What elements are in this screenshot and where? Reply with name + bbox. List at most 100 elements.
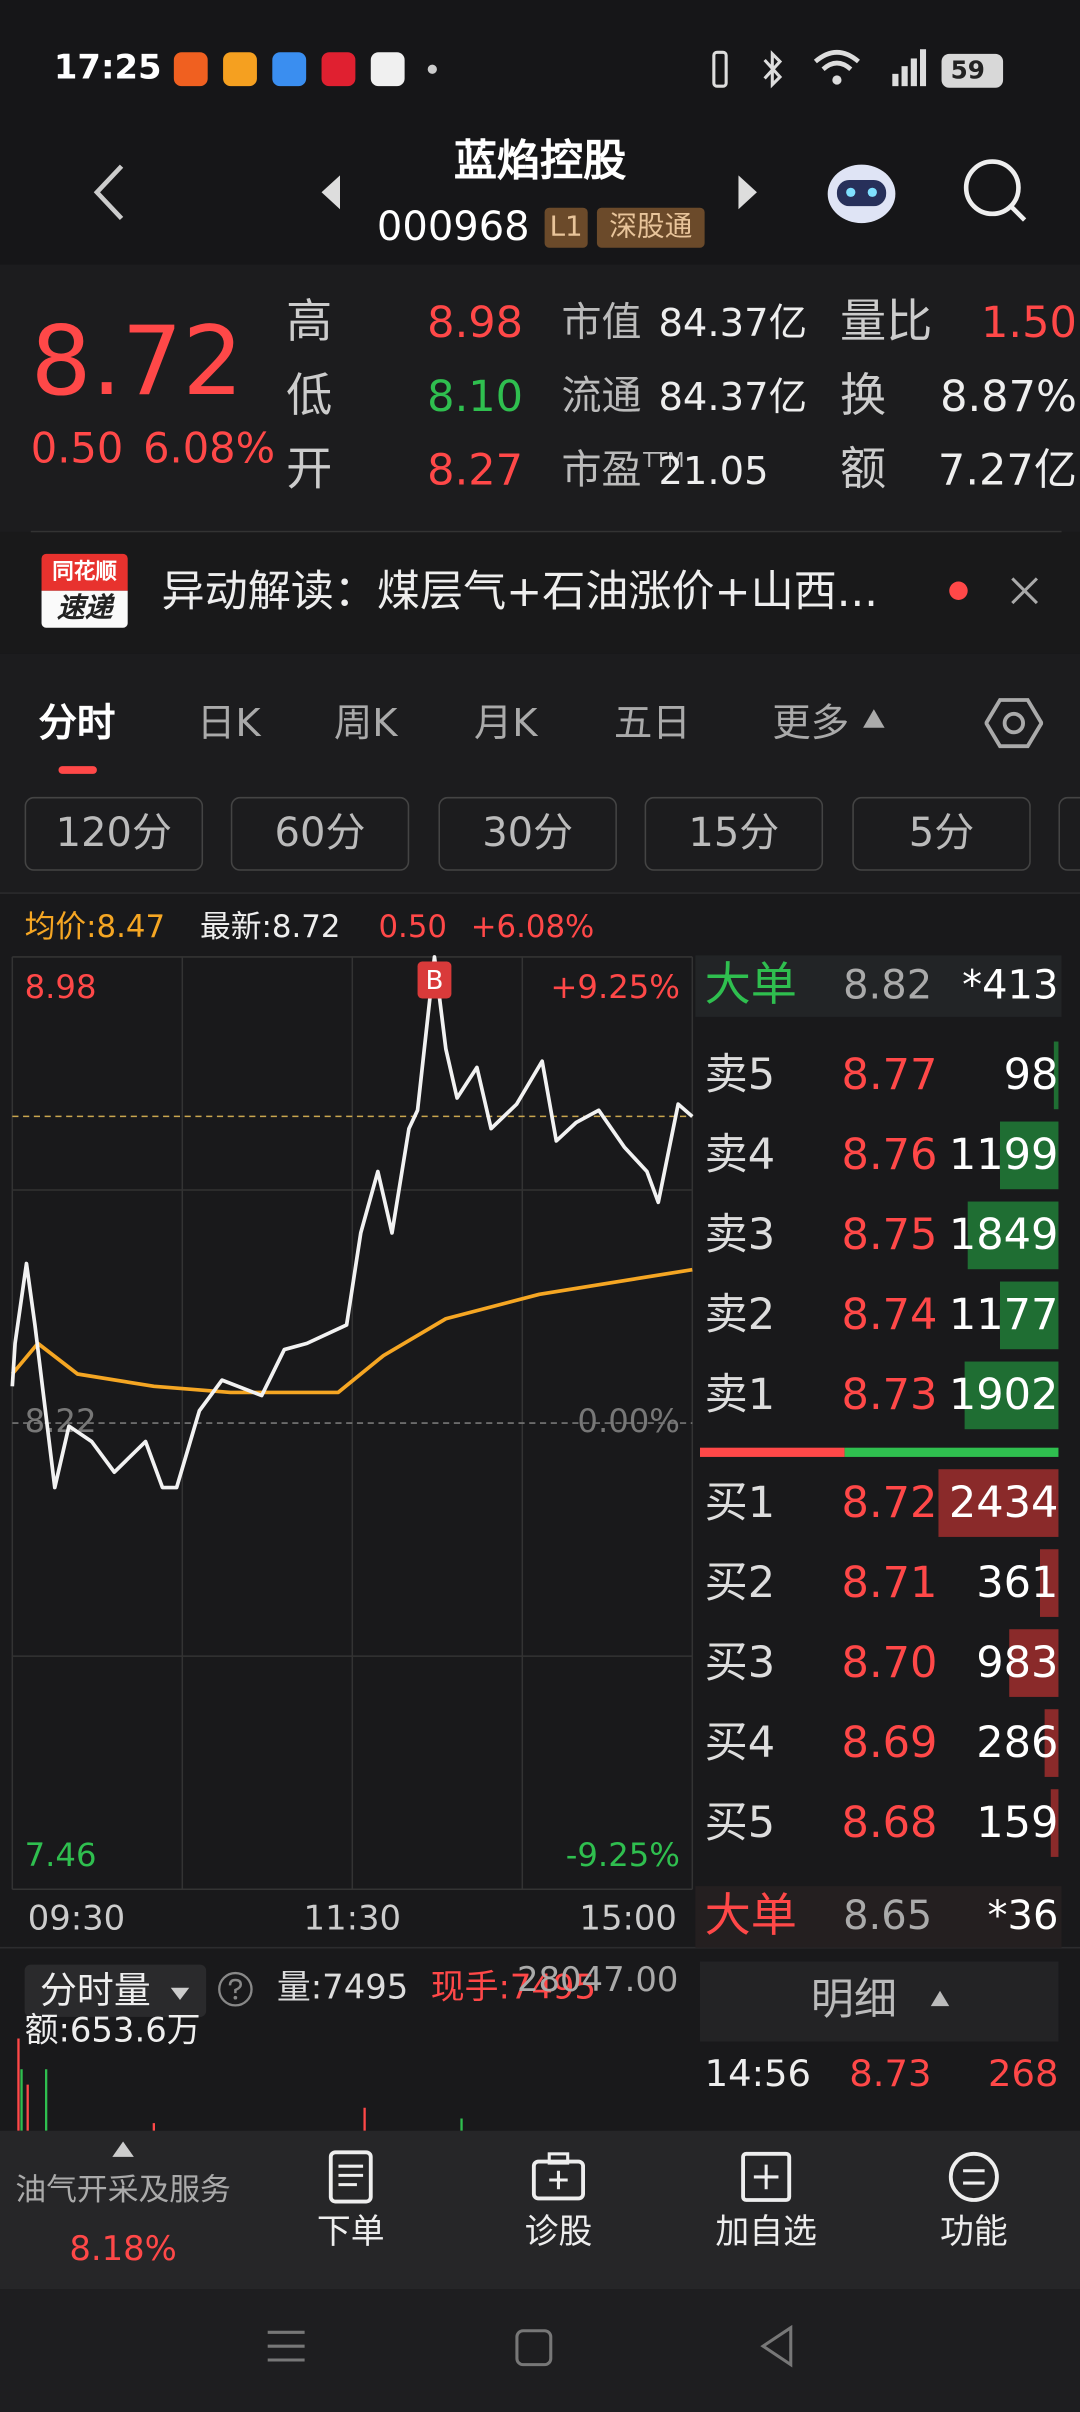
chart-tab[interactable]: 周K [333, 700, 398, 746]
depth-bar [964, 1361, 1059, 1430]
status-time: 17:25 [53, 49, 162, 88]
period-label: 15分 [688, 810, 780, 857]
period-button[interactable] [230, 796, 410, 871]
book-price: 8.69 [841, 1716, 938, 1768]
volume-axis-max: 28047.00 [516, 1961, 679, 2001]
icon-part [863, 709, 885, 728]
nav-menu-button[interactable] [265, 2326, 308, 2366]
icon-part [515, 2329, 553, 2367]
big-order-bg [695, 955, 1062, 1017]
settings-button[interactable] [983, 695, 1044, 750]
help-button[interactable] [217, 1971, 254, 2008]
action-icon[interactable] [946, 2149, 1001, 2204]
icon-part [827, 164, 896, 224]
icon-part [712, 50, 728, 88]
action-label[interactable]: 功能 [939, 2213, 1008, 2253]
icon-part [760, 2324, 793, 2368]
book-volume: 159 [976, 1796, 1059, 1848]
icon-part [892, 73, 899, 87]
big-order-bg [695, 1886, 1062, 1948]
icon-part [763, 50, 783, 89]
icon-part [983, 698, 1044, 749]
search-button[interactable] [957, 154, 1034, 231]
news-logo-bottom[interactable] [41, 590, 128, 628]
action-icon[interactable] [738, 2149, 793, 2204]
big-order-volume: *413 [962, 963, 1059, 1010]
sector-expand-arrow[interactable] [111, 2138, 136, 2157]
book-price: 8.73 [841, 1369, 938, 1421]
volume-selector-arrow [169, 1982, 191, 2001]
prev-stock-button[interactable] [315, 172, 346, 212]
app-notification-icon [321, 52, 356, 87]
divider [30, 530, 1062, 533]
back-button[interactable] [85, 154, 137, 231]
news-text[interactable]: 异动解读：煤层气+石油涨价+山西... [161, 566, 878, 617]
assistant-button[interactable] [822, 154, 902, 231]
action-label[interactable]: 加自选 [715, 2213, 817, 2253]
icon-part [948, 2151, 999, 2202]
period-button[interactable] [438, 796, 617, 871]
icon-part [836, 180, 887, 207]
app-notification-icon [173, 52, 208, 87]
action-label[interactable]: 下单 [316, 2213, 385, 2253]
big-order-price: 8.82 [843, 963, 933, 1010]
action-icon[interactable] [531, 2149, 586, 2204]
chart-tab[interactable]: 五日 [613, 700, 691, 746]
period-button[interactable] [24, 796, 204, 871]
book-label: 买2 [704, 1556, 776, 1608]
icon-part [901, 66, 908, 87]
y-tick-label: 8.22 [25, 1402, 97, 1440]
sector-name[interactable]: 油气开采及服务 [15, 2170, 231, 2208]
book-label: 买4 [704, 1716, 776, 1768]
buy-signal-marker [417, 961, 452, 999]
x-tick-label: 15:00 [579, 1899, 677, 1938]
nav-back-button[interactable] [757, 2324, 797, 2368]
detail-header-bg[interactable] [700, 1961, 1059, 2042]
avg-price-line [10, 1267, 693, 1395]
tab-underline [58, 766, 97, 774]
badge-bg [596, 207, 705, 248]
icon-part [170, 1987, 190, 2001]
news-close-button[interactable] [1006, 572, 1043, 609]
icon-part [1011, 577, 1039, 605]
book-price: 8.76 [841, 1129, 938, 1181]
y-tick-label: 8.98 [25, 968, 97, 1006]
action-icon[interactable] [323, 2149, 378, 2204]
chart-tab[interactable]: 月K [473, 700, 538, 746]
detail-volume: 268 [987, 2052, 1059, 2096]
period-button[interactable] [644, 796, 824, 871]
book-label: 买1 [704, 1476, 776, 1528]
period-button[interactable] [852, 796, 1031, 871]
chart-tab[interactable]: 分时 [38, 700, 116, 746]
stat-value: 8.87% [940, 370, 1077, 422]
news-logo-top[interactable] [41, 553, 128, 591]
chart-tab[interactable]: 日K [196, 700, 261, 746]
info-change: 0.50 [378, 907, 447, 945]
status-dot [427, 64, 437, 74]
icon-part [863, 709, 885, 728]
nav-home-button[interactable] [514, 2328, 554, 2368]
icon-part [983, 698, 1044, 749]
action-label[interactable]: 诊股 [524, 2213, 593, 2253]
icon-part [712, 50, 728, 88]
badge-bg [544, 207, 588, 248]
book-price: 8.75 [841, 1209, 938, 1261]
book-volume: 1199 [948, 1129, 1059, 1181]
battery-body [941, 53, 1004, 88]
next-stock-button[interactable] [732, 172, 763, 212]
period-label: 5分 [908, 810, 975, 857]
detail-time: 14:56 [704, 2052, 812, 2096]
chart-tab[interactable]: 更多 [772, 700, 850, 746]
icon-part [920, 49, 927, 87]
quote-bg [0, 264, 1080, 531]
status-header-bg [0, 0, 1080, 265]
x-tick-label: 09:30 [28, 1899, 126, 1938]
sector-change: 8.18% [69, 2230, 177, 2270]
stat-value: 8.27 [427, 444, 524, 496]
period-button[interactable] [1058, 796, 1080, 871]
book-volume: 361 [976, 1556, 1059, 1608]
buy-signal-label: B [426, 966, 444, 996]
app-notification-icon [223, 52, 257, 87]
icon-part [321, 175, 341, 210]
